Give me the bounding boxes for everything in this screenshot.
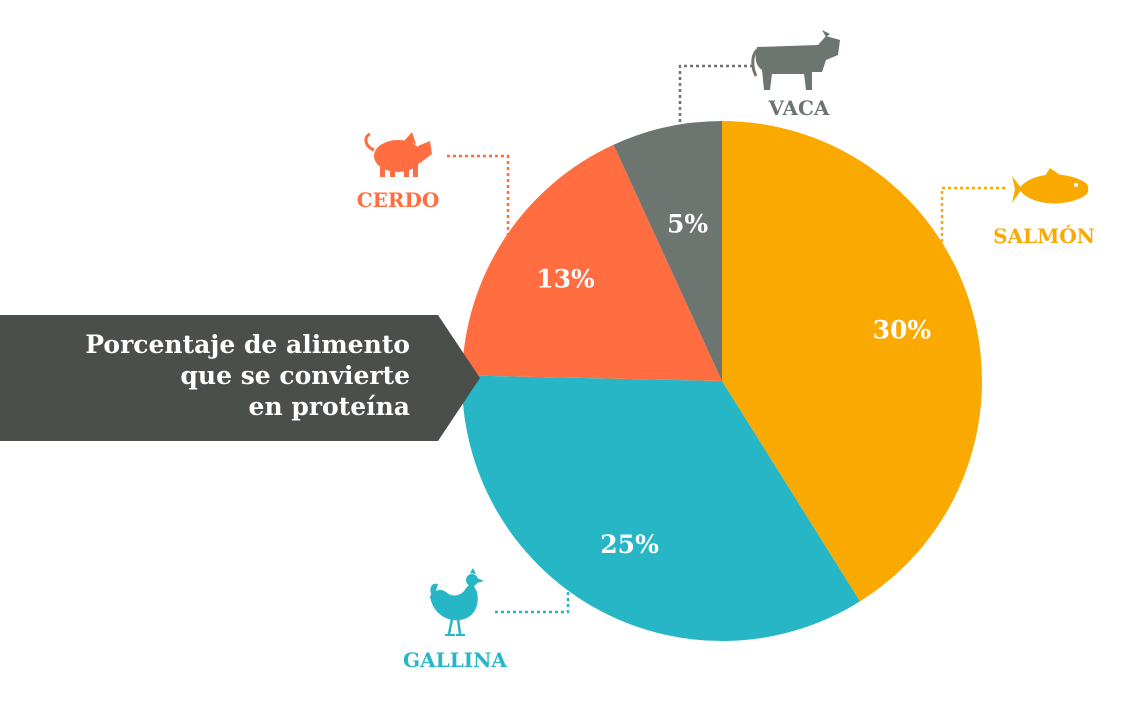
chicken-value-label: 25%	[600, 530, 659, 559]
chicken-icon	[430, 568, 484, 636]
pork-value-label: 13%	[536, 264, 595, 293]
chicken-slice	[461, 375, 860, 642]
banner-line-1: Porcentaje de alimento	[85, 330, 410, 359]
cow-icon	[751, 30, 840, 90]
salmon-slice	[722, 121, 983, 602]
pork-label: CERDO	[357, 188, 440, 212]
salmon-leader-line	[940, 186, 1005, 300]
description-banner: Porcentaje de alimento que se convierte …	[0, 315, 480, 441]
beef-slice	[613, 121, 722, 381]
beef-leader-line	[678, 64, 753, 160]
banner-line-3: en proteína	[248, 392, 410, 421]
chicken-label: GALLINA	[403, 648, 507, 672]
pig-icon	[364, 132, 432, 177]
beef-value-label: 5%	[667, 210, 708, 239]
fish-icon	[1012, 168, 1089, 204]
salmon-label: SALMÓN	[993, 223, 1095, 248]
pork-slice	[462, 144, 722, 381]
chicken-leader-line	[493, 460, 570, 614]
banner-line-2: que se convierte	[180, 361, 410, 390]
salmon-value-label: 30%	[873, 315, 932, 344]
beef-label: VACA	[768, 96, 830, 120]
banner-text: Porcentaje de alimento que se convierte …	[10, 329, 410, 422]
pork-leader-line	[447, 154, 510, 268]
